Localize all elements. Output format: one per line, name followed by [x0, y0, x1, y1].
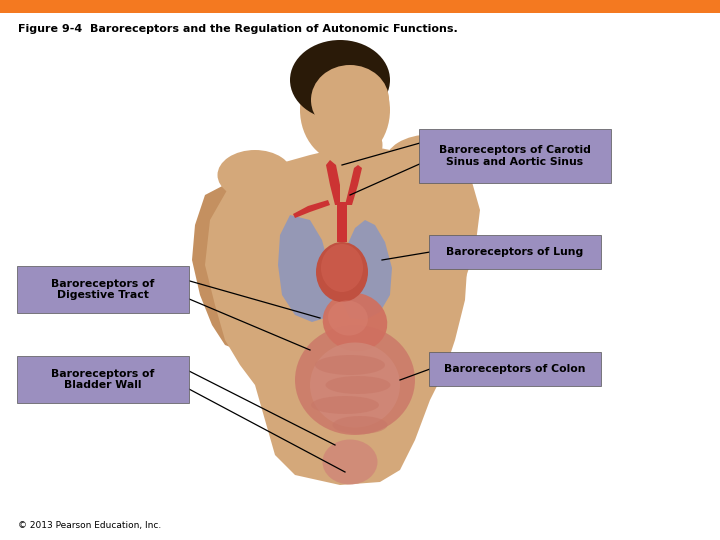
Ellipse shape: [318, 120, 382, 170]
Polygon shape: [425, 165, 480, 385]
Polygon shape: [205, 145, 468, 485]
Ellipse shape: [217, 150, 292, 200]
Text: Baroreceptors of
Bladder Wall: Baroreceptors of Bladder Wall: [51, 369, 155, 390]
Polygon shape: [278, 215, 332, 322]
Ellipse shape: [323, 440, 377, 484]
FancyBboxPatch shape: [17, 356, 189, 403]
Text: Baroreceptors of Carotid
Sinus and Aortic Sinus: Baroreceptors of Carotid Sinus and Aorti…: [439, 145, 591, 167]
Text: Baroreceptors of Lung: Baroreceptors of Lung: [446, 247, 584, 257]
Bar: [0, 0, 720, 13]
Ellipse shape: [328, 300, 368, 335]
Ellipse shape: [316, 242, 368, 302]
Polygon shape: [345, 165, 362, 205]
Text: Baroreceptors of
Digestive Tract: Baroreceptors of Digestive Tract: [51, 279, 155, 300]
Ellipse shape: [323, 293, 387, 351]
Polygon shape: [293, 200, 330, 218]
Ellipse shape: [310, 342, 400, 428]
Polygon shape: [326, 160, 340, 205]
Ellipse shape: [321, 244, 363, 292]
Polygon shape: [192, 182, 240, 350]
Ellipse shape: [325, 376, 390, 394]
FancyBboxPatch shape: [17, 266, 189, 313]
FancyBboxPatch shape: [429, 235, 601, 269]
Ellipse shape: [295, 325, 415, 435]
Bar: [322, 125, 364, 180]
Text: Figure 9-4  Baroreceptors and the Regulation of Autonomic Functions.: Figure 9-4 Baroreceptors and the Regulat…: [18, 24, 458, 34]
Ellipse shape: [290, 40, 390, 120]
Text: Baroreceptors of Colon: Baroreceptors of Colon: [444, 364, 586, 374]
Ellipse shape: [315, 355, 385, 375]
Ellipse shape: [300, 57, 390, 163]
FancyArrow shape: [337, 202, 347, 242]
Ellipse shape: [385, 134, 475, 190]
Polygon shape: [340, 220, 392, 320]
FancyBboxPatch shape: [429, 352, 601, 386]
Ellipse shape: [333, 416, 387, 434]
Ellipse shape: [311, 65, 389, 135]
Ellipse shape: [311, 396, 379, 414]
FancyBboxPatch shape: [419, 129, 611, 183]
Text: © 2013 Pearson Education, Inc.: © 2013 Pearson Education, Inc.: [18, 521, 161, 530]
